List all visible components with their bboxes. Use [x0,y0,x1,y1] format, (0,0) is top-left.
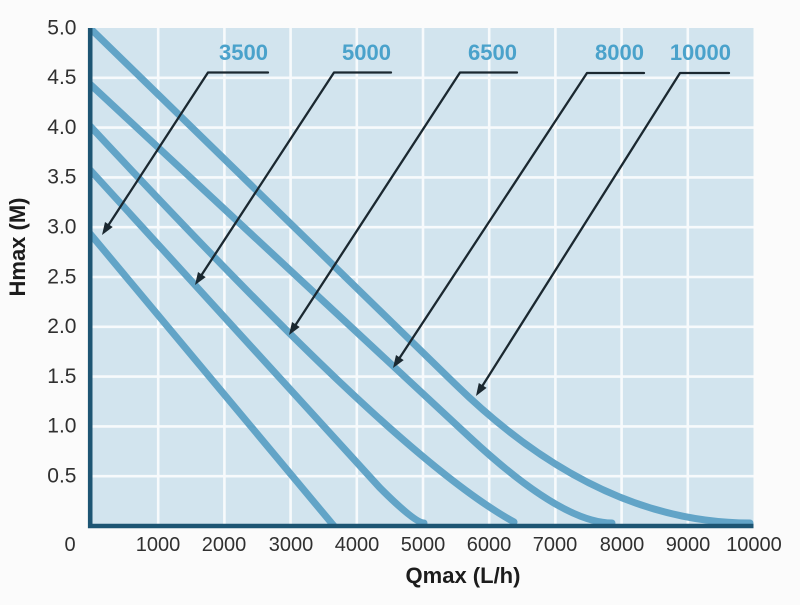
svg-text:3.5: 3.5 [47,166,76,189]
svg-text:8000: 8000 [600,534,645,556]
svg-text:2.5: 2.5 [47,265,76,288]
svg-text:3.0: 3.0 [47,216,76,239]
svg-text:6500: 6500 [468,40,517,65]
svg-text:7000: 7000 [533,534,578,556]
svg-text:Hmax (M): Hmax (M) [5,197,30,296]
svg-text:4000: 4000 [335,534,380,556]
svg-text:3500: 3500 [219,40,268,65]
svg-text:5.0: 5.0 [47,16,76,39]
svg-text:10000: 10000 [670,40,731,65]
svg-text:1000: 1000 [136,534,181,556]
svg-text:3000: 3000 [269,534,314,556]
svg-text:8000: 8000 [595,40,644,65]
svg-text:5000: 5000 [342,40,391,65]
svg-text:2000: 2000 [202,534,247,556]
svg-text:10000: 10000 [726,534,782,556]
svg-text:0: 0 [64,534,75,556]
svg-text:Qmax (L/h): Qmax (L/h) [406,563,521,588]
svg-text:1.0: 1.0 [47,415,76,438]
svg-text:4.5: 4.5 [47,66,76,89]
svg-text:0.5: 0.5 [47,465,76,488]
svg-text:5000: 5000 [401,534,446,556]
svg-text:9000: 9000 [666,534,711,556]
svg-text:2.0: 2.0 [47,315,76,338]
svg-text:4.0: 4.0 [47,116,76,139]
svg-text:6000: 6000 [467,534,512,556]
svg-text:1.5: 1.5 [47,365,76,388]
